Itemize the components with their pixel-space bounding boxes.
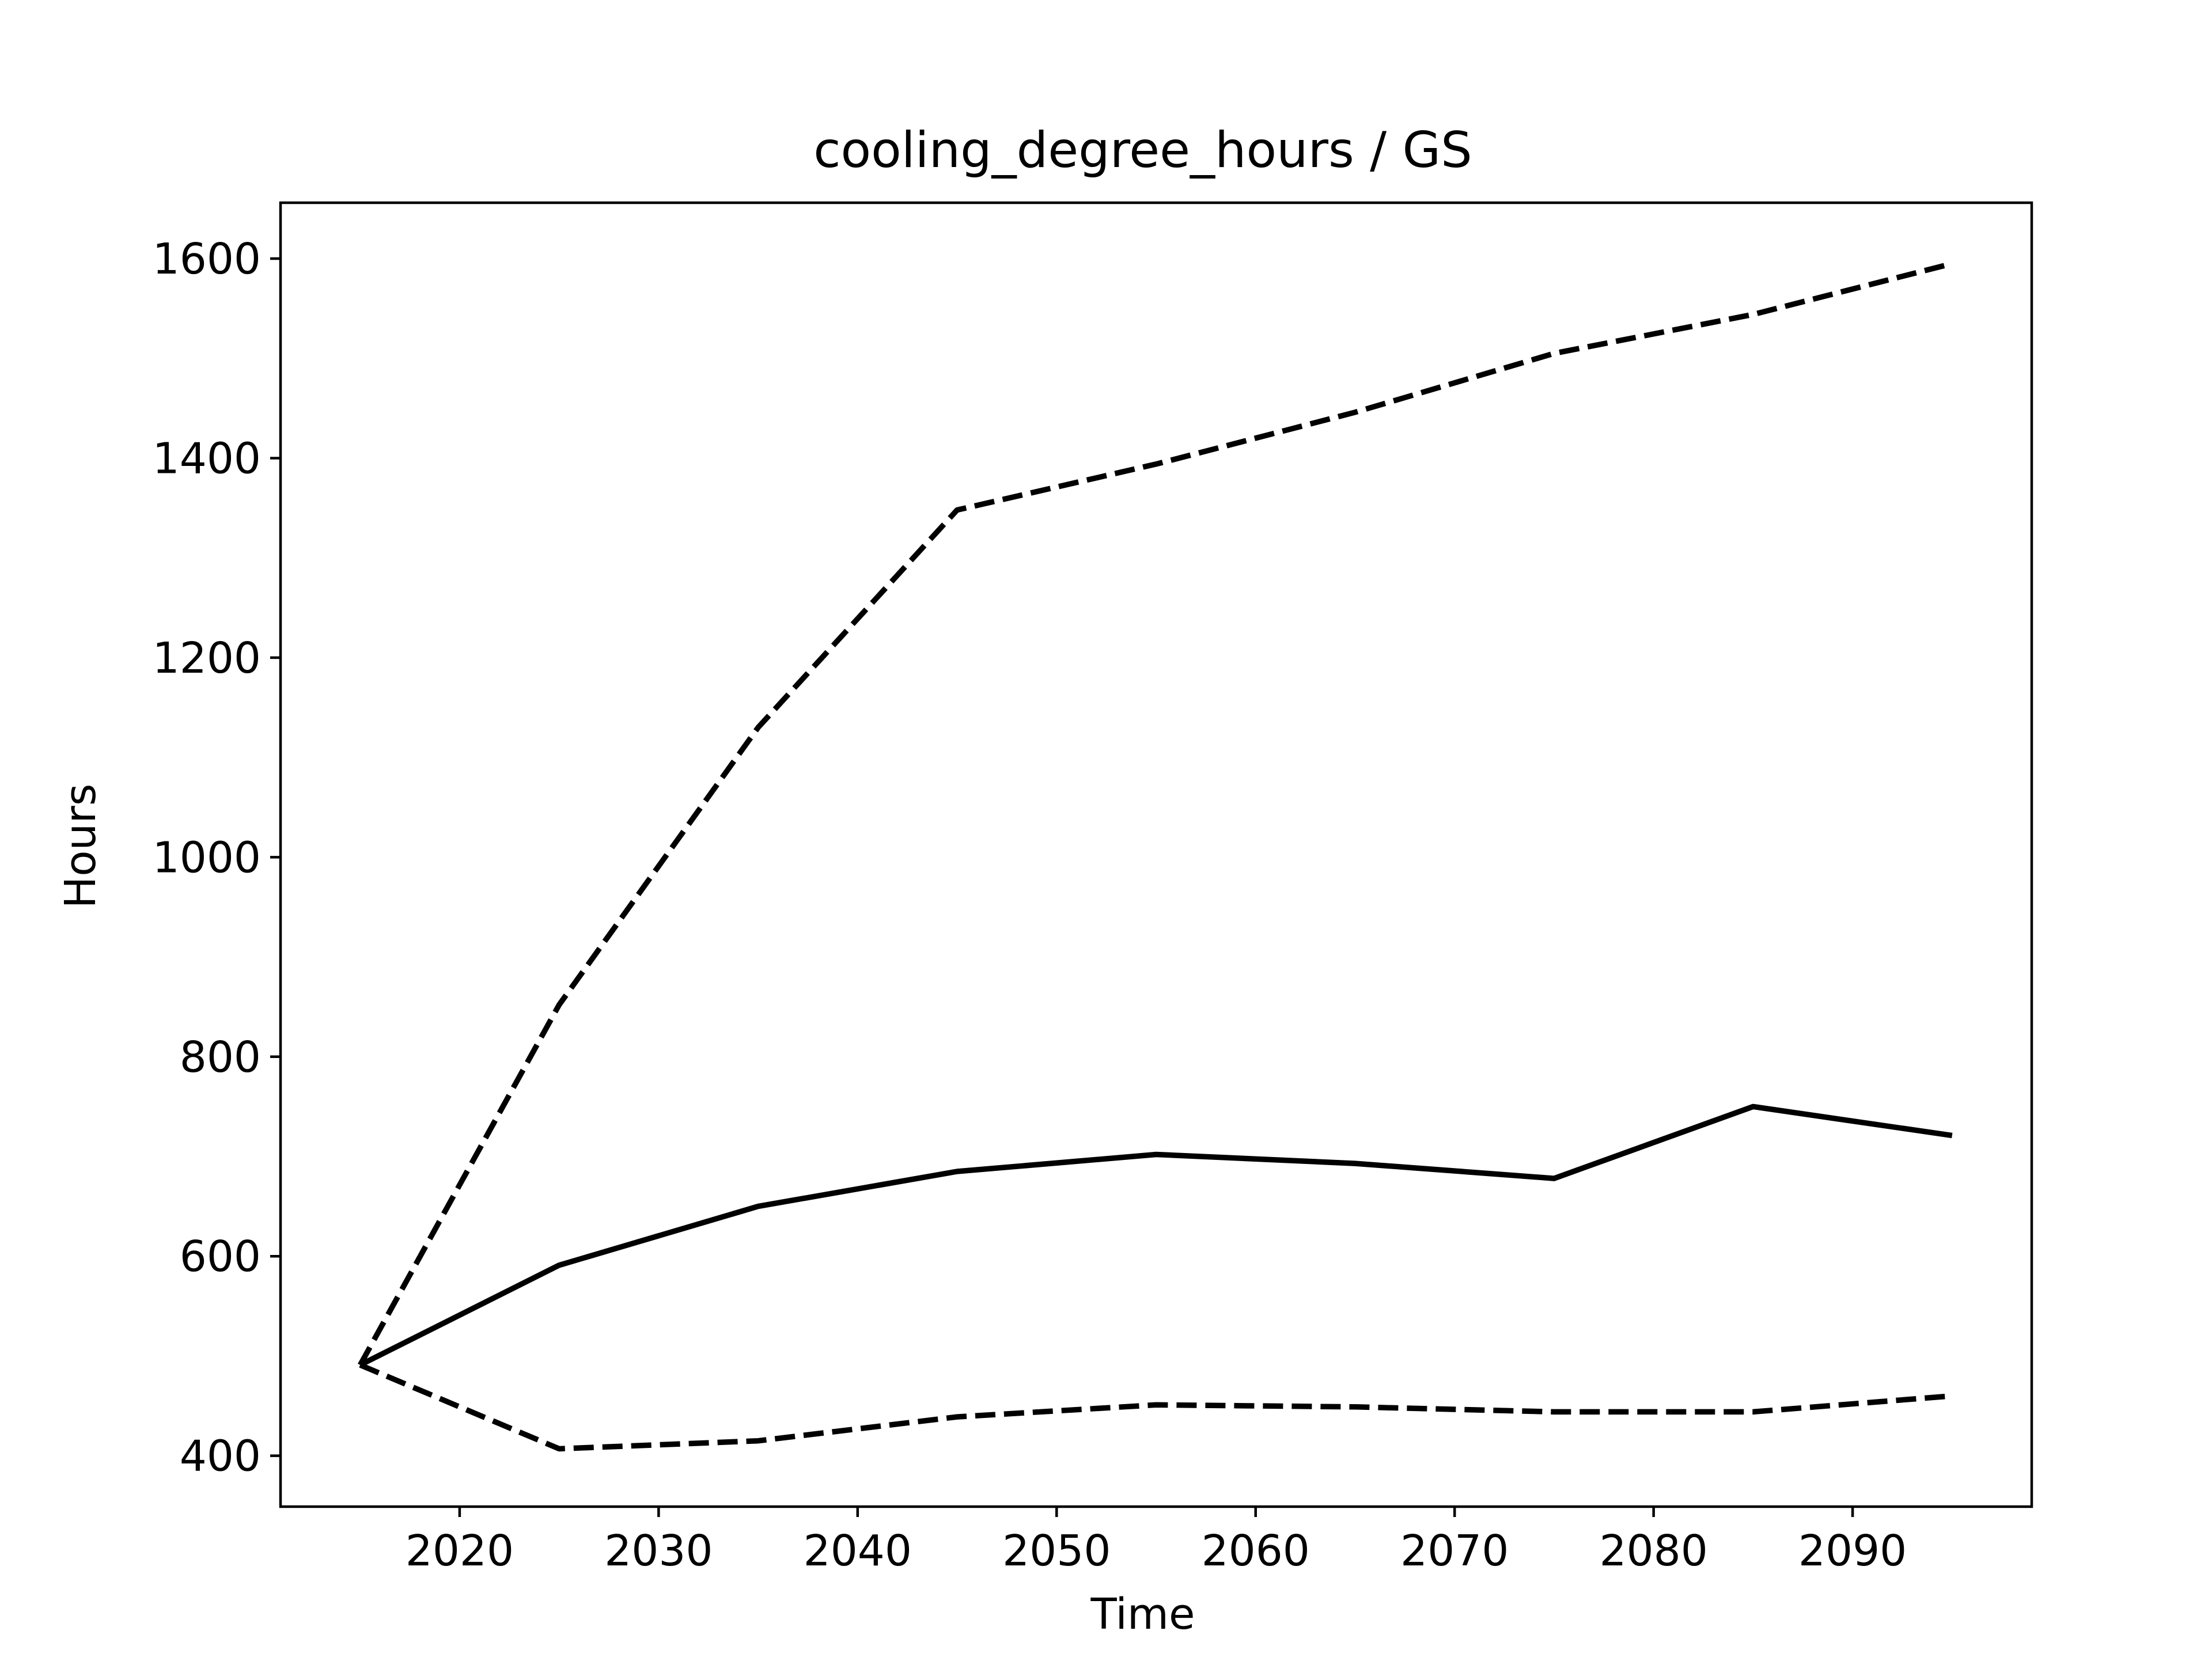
y-tick-label: 800 <box>180 1033 261 1082</box>
tick-layer: 2020 2030 2040 2050 2060 2070 2080 2090 400 600 80… <box>153 234 1907 1576</box>
x-tick-label: 2090 <box>1798 1526 1907 1576</box>
x-tick-label: 2050 <box>1002 1526 1111 1576</box>
x-tick-label: 2030 <box>604 1526 713 1576</box>
x-tick-label: 2070 <box>1400 1526 1509 1576</box>
dashed-series-line-2 <box>359 1362 1953 1452</box>
y-tick-label: 1200 <box>153 634 261 683</box>
x-tick-label: 2040 <box>804 1526 912 1576</box>
y-tick-label: 600 <box>180 1232 261 1281</box>
y-tick-label: 1000 <box>153 833 261 882</box>
y-tick-label: 1400 <box>153 434 261 483</box>
series-layer <box>358 261 1953 1452</box>
x-tick-label: 2060 <box>1202 1526 1310 1576</box>
x-tick-label: 2080 <box>1599 1526 1707 1576</box>
y-tick-label: 400 <box>180 1432 261 1481</box>
x-axis-label: Time <box>1090 1590 1195 1639</box>
solid-series-line-0 <box>359 1103 1953 1368</box>
dashed-series-line-1 <box>358 261 1953 1367</box>
y-axis-label: Hours <box>56 784 105 909</box>
chart-title: cooling_degree_hours / GS <box>813 122 1472 179</box>
y-tick-label: 1600 <box>153 234 261 284</box>
plot-frame <box>279 201 2033 1508</box>
x-tick-label: 2020 <box>406 1526 514 1576</box>
